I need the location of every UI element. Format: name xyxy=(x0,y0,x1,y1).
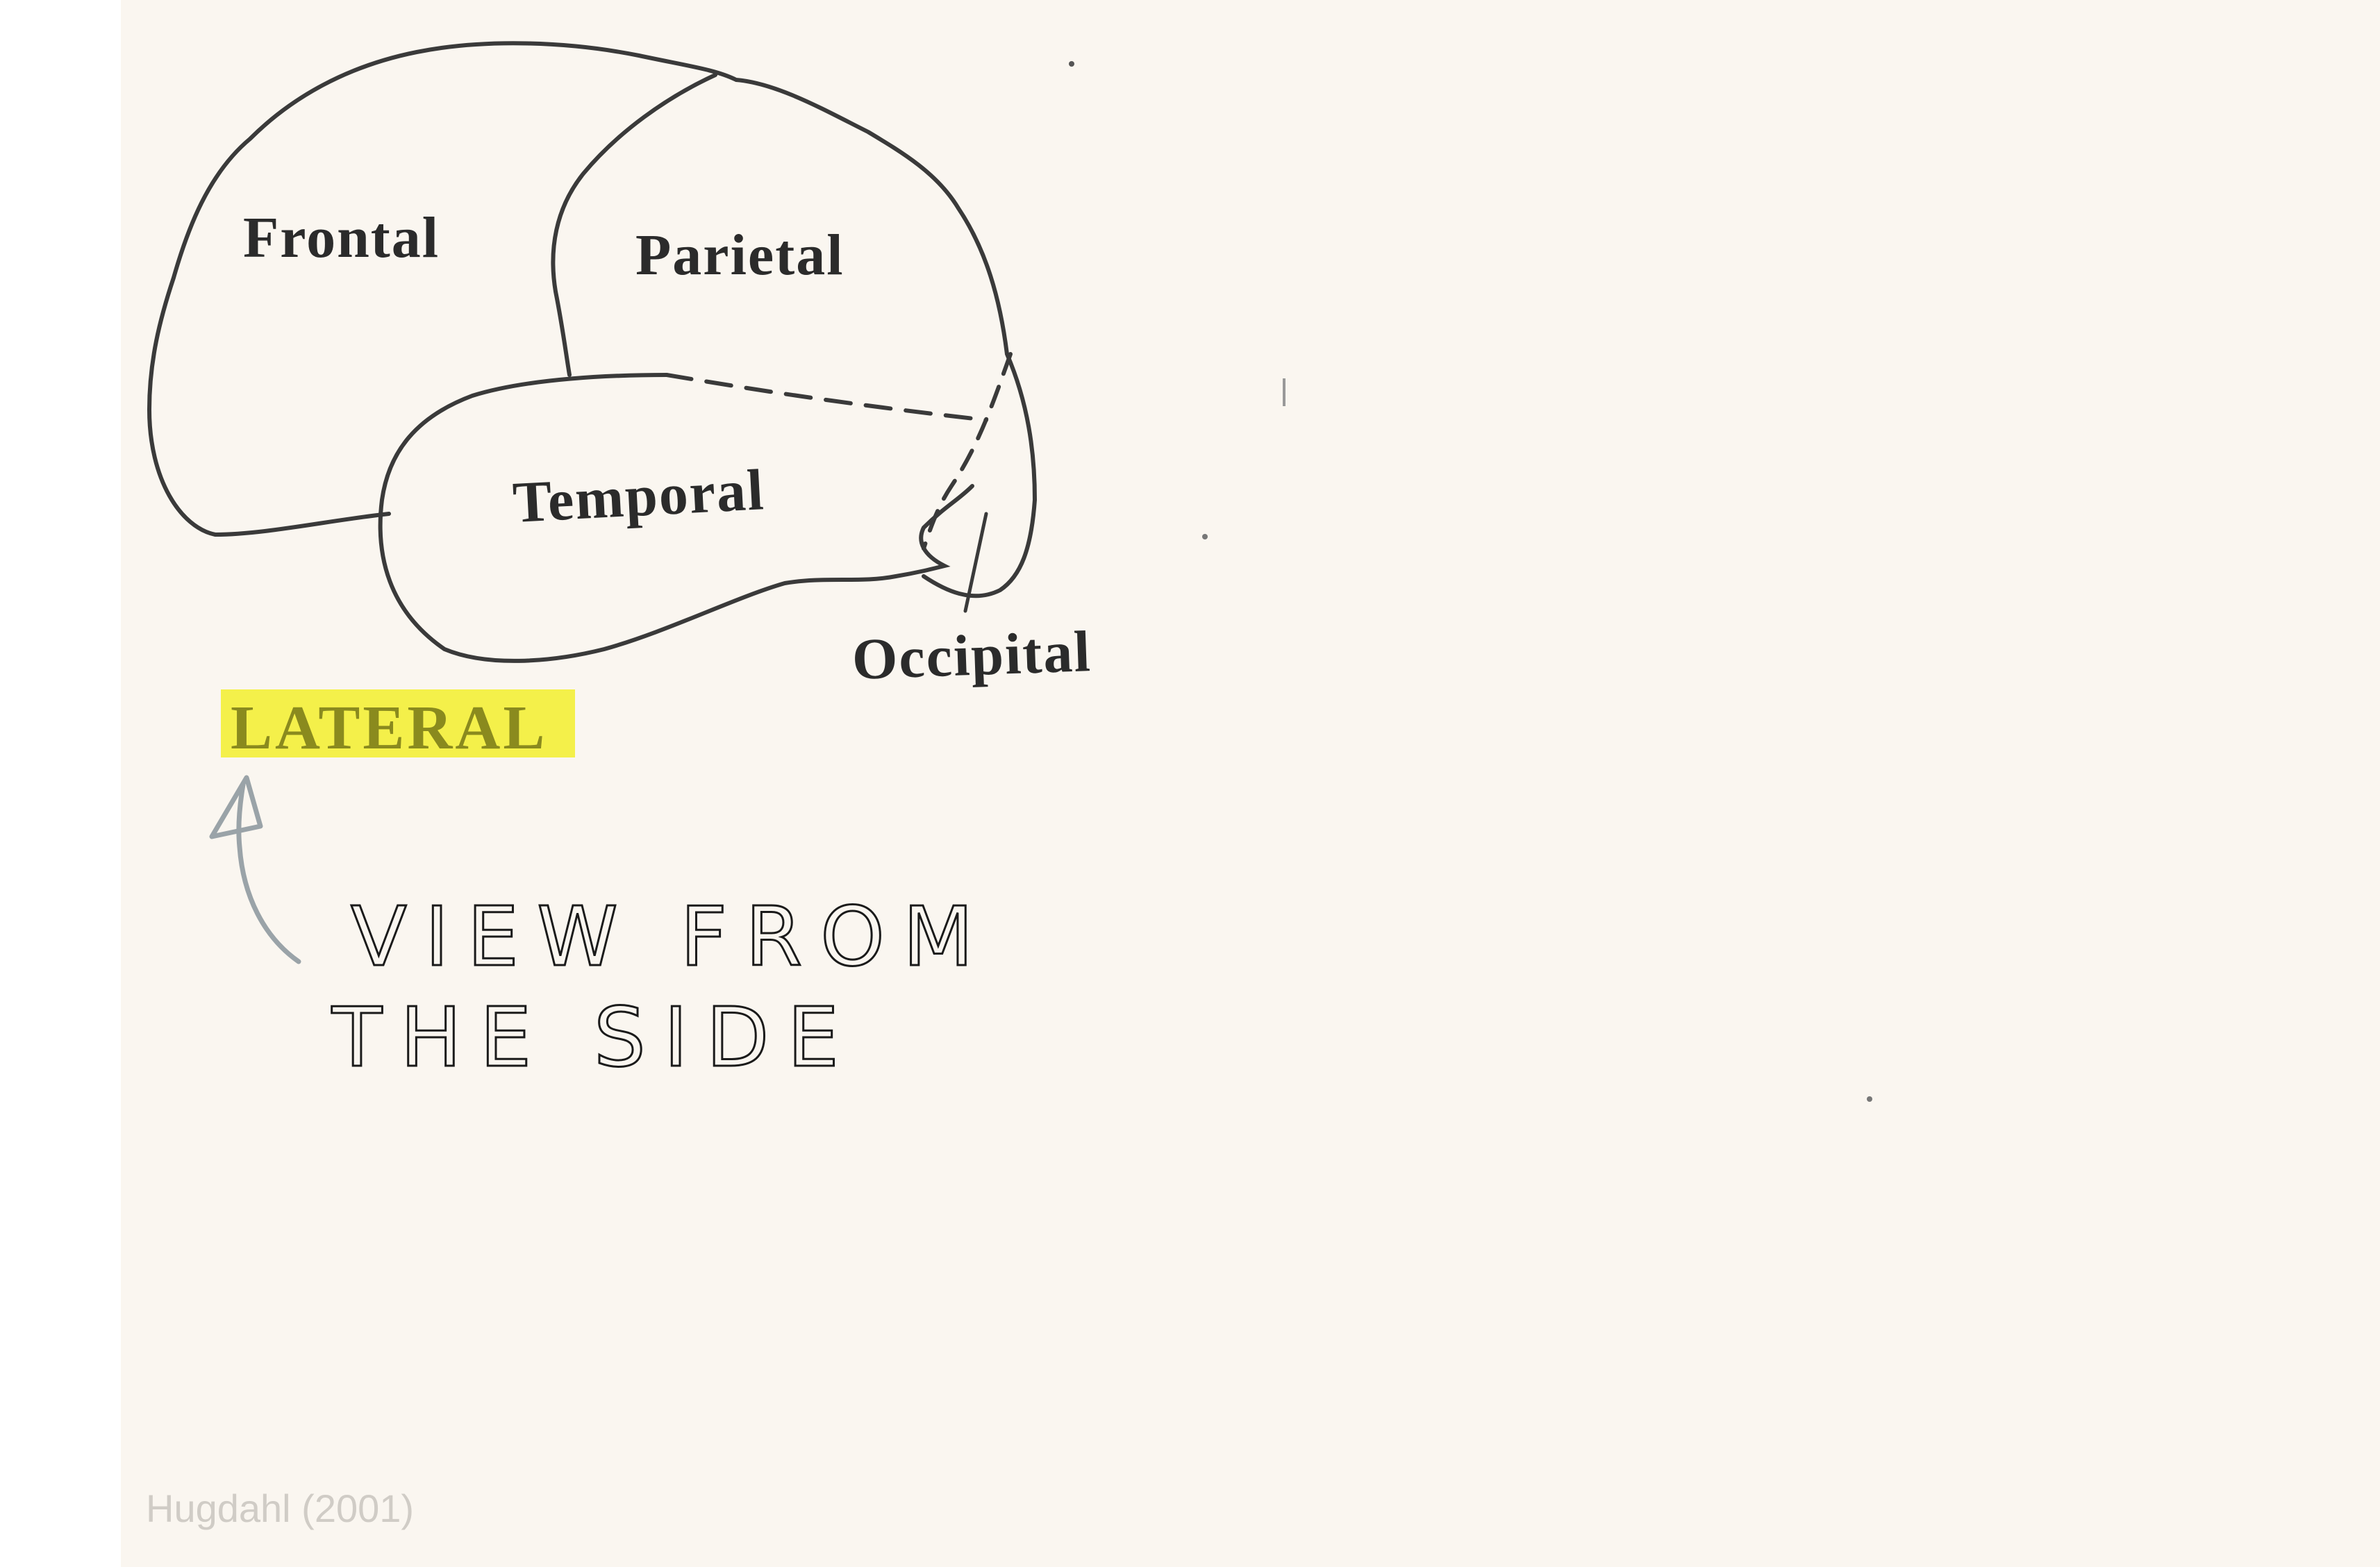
frontal-label: Frontal xyxy=(243,206,440,270)
lateral-highlight xyxy=(221,689,575,757)
central-sulcus xyxy=(551,73,717,377)
annotation-arrow-shaft xyxy=(236,782,301,964)
paper-speck xyxy=(1867,1096,1872,1102)
annotation-line-1: VIEW FROM xyxy=(351,889,992,984)
lateral-label: LATERAL xyxy=(231,694,547,762)
parietal-temporal-boundary xyxy=(665,373,988,422)
occipital-boundary xyxy=(922,352,1013,551)
parietal-label: Parietal xyxy=(635,223,844,287)
occipital-label: Occipital xyxy=(851,619,1092,692)
paper-speck xyxy=(1202,534,1208,539)
annotation-arrow-head xyxy=(209,775,263,839)
occipital-leader-line xyxy=(963,512,988,613)
paper-background xyxy=(121,0,2380,1567)
annotation-line-2: THE SIDE xyxy=(331,989,857,1085)
citation: Hugdahl (2001) xyxy=(146,1486,415,1530)
temporal-label: Temporal xyxy=(511,458,766,535)
temporal-lobe-outline xyxy=(378,373,974,663)
brain-outline xyxy=(147,41,1038,598)
paper-speck xyxy=(1069,61,1074,67)
